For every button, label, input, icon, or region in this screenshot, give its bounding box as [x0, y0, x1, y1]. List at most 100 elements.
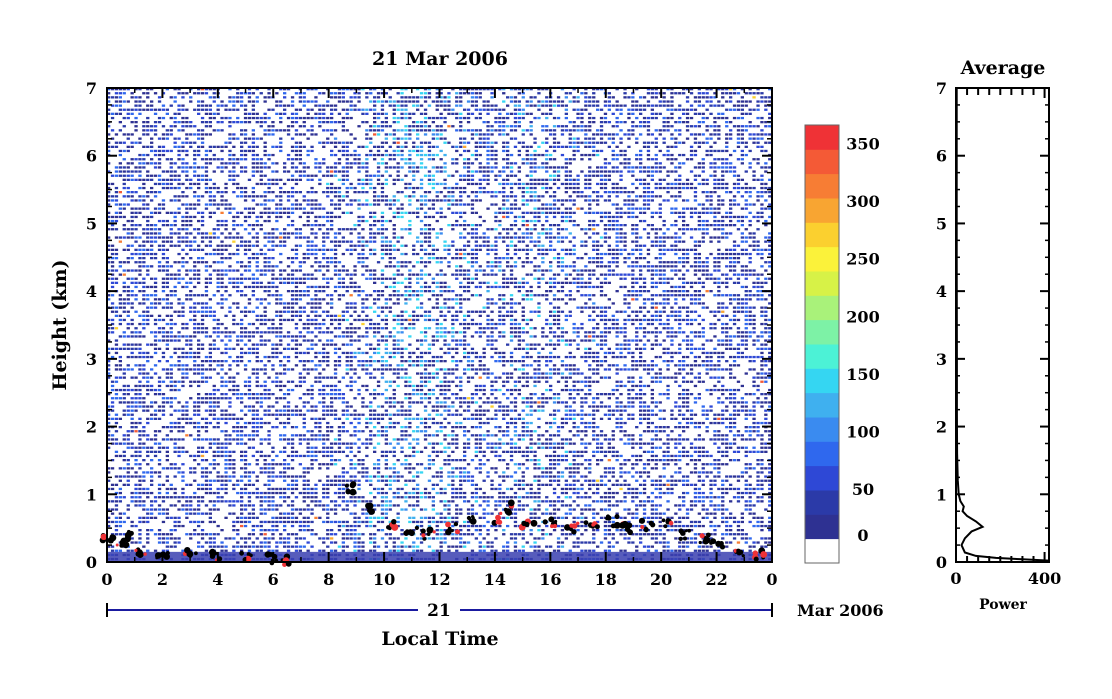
heatmap-cell: [189, 483, 193, 486]
heatmap-cell: [107, 467, 111, 470]
heatmap-cell: [157, 298, 162, 301]
heatmap-cell: [330, 483, 334, 486]
heatmap-cell: [384, 459, 388, 462]
heatmap-cell: [392, 372, 396, 375]
heatmap-cell: [357, 314, 361, 317]
heatmap-cell: [204, 335, 209, 338]
heatmap-cell: [153, 257, 158, 260]
heatmap-cell: [298, 520, 302, 524]
heatmap-cell: [318, 430, 322, 433]
heatmap-cell: [255, 384, 259, 388]
heatmap-cell: [150, 224, 154, 227]
heatmap-cell: [298, 265, 302, 268]
heatmap-cell: [361, 430, 365, 433]
heatmap-cell: [243, 368, 248, 371]
heatmap-cell: [255, 421, 259, 425]
heatmap-cell: [173, 421, 177, 425]
heatmap-cell: [216, 219, 220, 223]
heatmap-cell: [200, 529, 205, 532]
heatmap-cell: [369, 376, 373, 379]
heatmap-cell: [318, 393, 322, 396]
heatmap-cell: [208, 545, 212, 548]
heatmap-cell: [208, 541, 212, 544]
heatmap-cell: [169, 405, 173, 408]
heatmap-cell: [146, 215, 150, 219]
heatmap-cell: [376, 199, 381, 202]
heatmap-cell: [212, 454, 216, 458]
heatmap-cell: [153, 294, 158, 297]
heatmap-cell: [169, 125, 173, 128]
heatmap-cell: [224, 545, 228, 548]
heatmap-cell: [197, 203, 201, 206]
heatmap-cell: [236, 162, 240, 165]
heatmap-cell: [232, 483, 236, 486]
heatmap-cell: [114, 483, 119, 486]
heatmap-cell: [142, 265, 146, 268]
heatmap-cell: [290, 318, 295, 322]
heatmap-cell: [380, 413, 385, 416]
heatmap-cell: [189, 203, 193, 206]
heatmap-cell: [165, 376, 169, 379]
heatmap-cell: [271, 121, 275, 124]
heatmap-cell: [243, 137, 248, 140]
heatmap-cell: [349, 331, 353, 334]
heatmap-cell: [107, 203, 111, 206]
heatmap-cell: [341, 174, 345, 177]
heatmap-cell: [271, 491, 275, 495]
heatmap-cell: [165, 219, 169, 223]
heatmap-cell: [130, 397, 134, 400]
heatmap-cell: [361, 166, 365, 169]
heatmap-cell: [138, 500, 142, 503]
heatmap-cell: [271, 496, 275, 499]
heatmap-cell: [271, 413, 275, 416]
heatmap-cell: [114, 219, 119, 223]
heatmap-cell: [197, 310, 201, 313]
heatmap-cell: [193, 327, 197, 330]
heatmap-cell: [216, 112, 220, 115]
heatmap-cell: [204, 269, 209, 272]
heatmap-cell: [373, 290, 377, 293]
heatmap-cell: [396, 236, 400, 239]
heatmap-cell: [373, 277, 377, 280]
heatmap-cell: [357, 318, 361, 322]
heatmap-cell: [220, 240, 224, 243]
heatmap-cell: [286, 467, 291, 470]
heatmap-cell: [110, 549, 115, 552]
heatmap-cell: [208, 487, 212, 491]
heatmap-cell: [341, 524, 345, 528]
heatmap-cell: [130, 475, 134, 478]
heatmap-cell: [220, 261, 224, 264]
heatmap-cell: [185, 195, 189, 198]
heatmap-cell: [275, 228, 279, 231]
heatmap-cell: [177, 153, 181, 157]
heatmap-cell: [110, 306, 115, 309]
heatmap-cell: [118, 170, 122, 173]
heatmap-cell: [369, 417, 373, 420]
heatmap-cell: [310, 545, 314, 548]
heatmap-cell: [330, 211, 334, 214]
heatmap-cell: [114, 421, 119, 425]
heatmap-cell: [212, 129, 216, 132]
heatmap-cell: [279, 104, 283, 107]
heatmap-cell: [283, 405, 287, 408]
heatmap-cell: [247, 438, 252, 441]
heatmap-cell: [306, 401, 310, 404]
heatmap-cell: [337, 294, 342, 297]
heatmap-cell: [247, 351, 252, 355]
heatmap-cell: [197, 149, 201, 153]
heatmap-cell: [294, 281, 299, 284]
heatmap-cell: [263, 112, 267, 115]
heatmap-cell: [326, 174, 330, 177]
heatmap-cell: [122, 496, 126, 499]
heatmap-cell: [337, 88, 342, 91]
heatmap-cell: [286, 355, 291, 359]
heatmap-cell: [130, 211, 134, 214]
heatmap-cell: [251, 100, 255, 103]
heatmap-cell: [380, 215, 385, 219]
heatmap-cell: [122, 215, 126, 219]
heatmap-cell: [138, 261, 142, 264]
heatmap-cell: [157, 232, 162, 235]
heatmap-cell: [314, 199, 318, 202]
heatmap-cell: [349, 88, 353, 91]
heatmap-cell: [169, 302, 173, 305]
